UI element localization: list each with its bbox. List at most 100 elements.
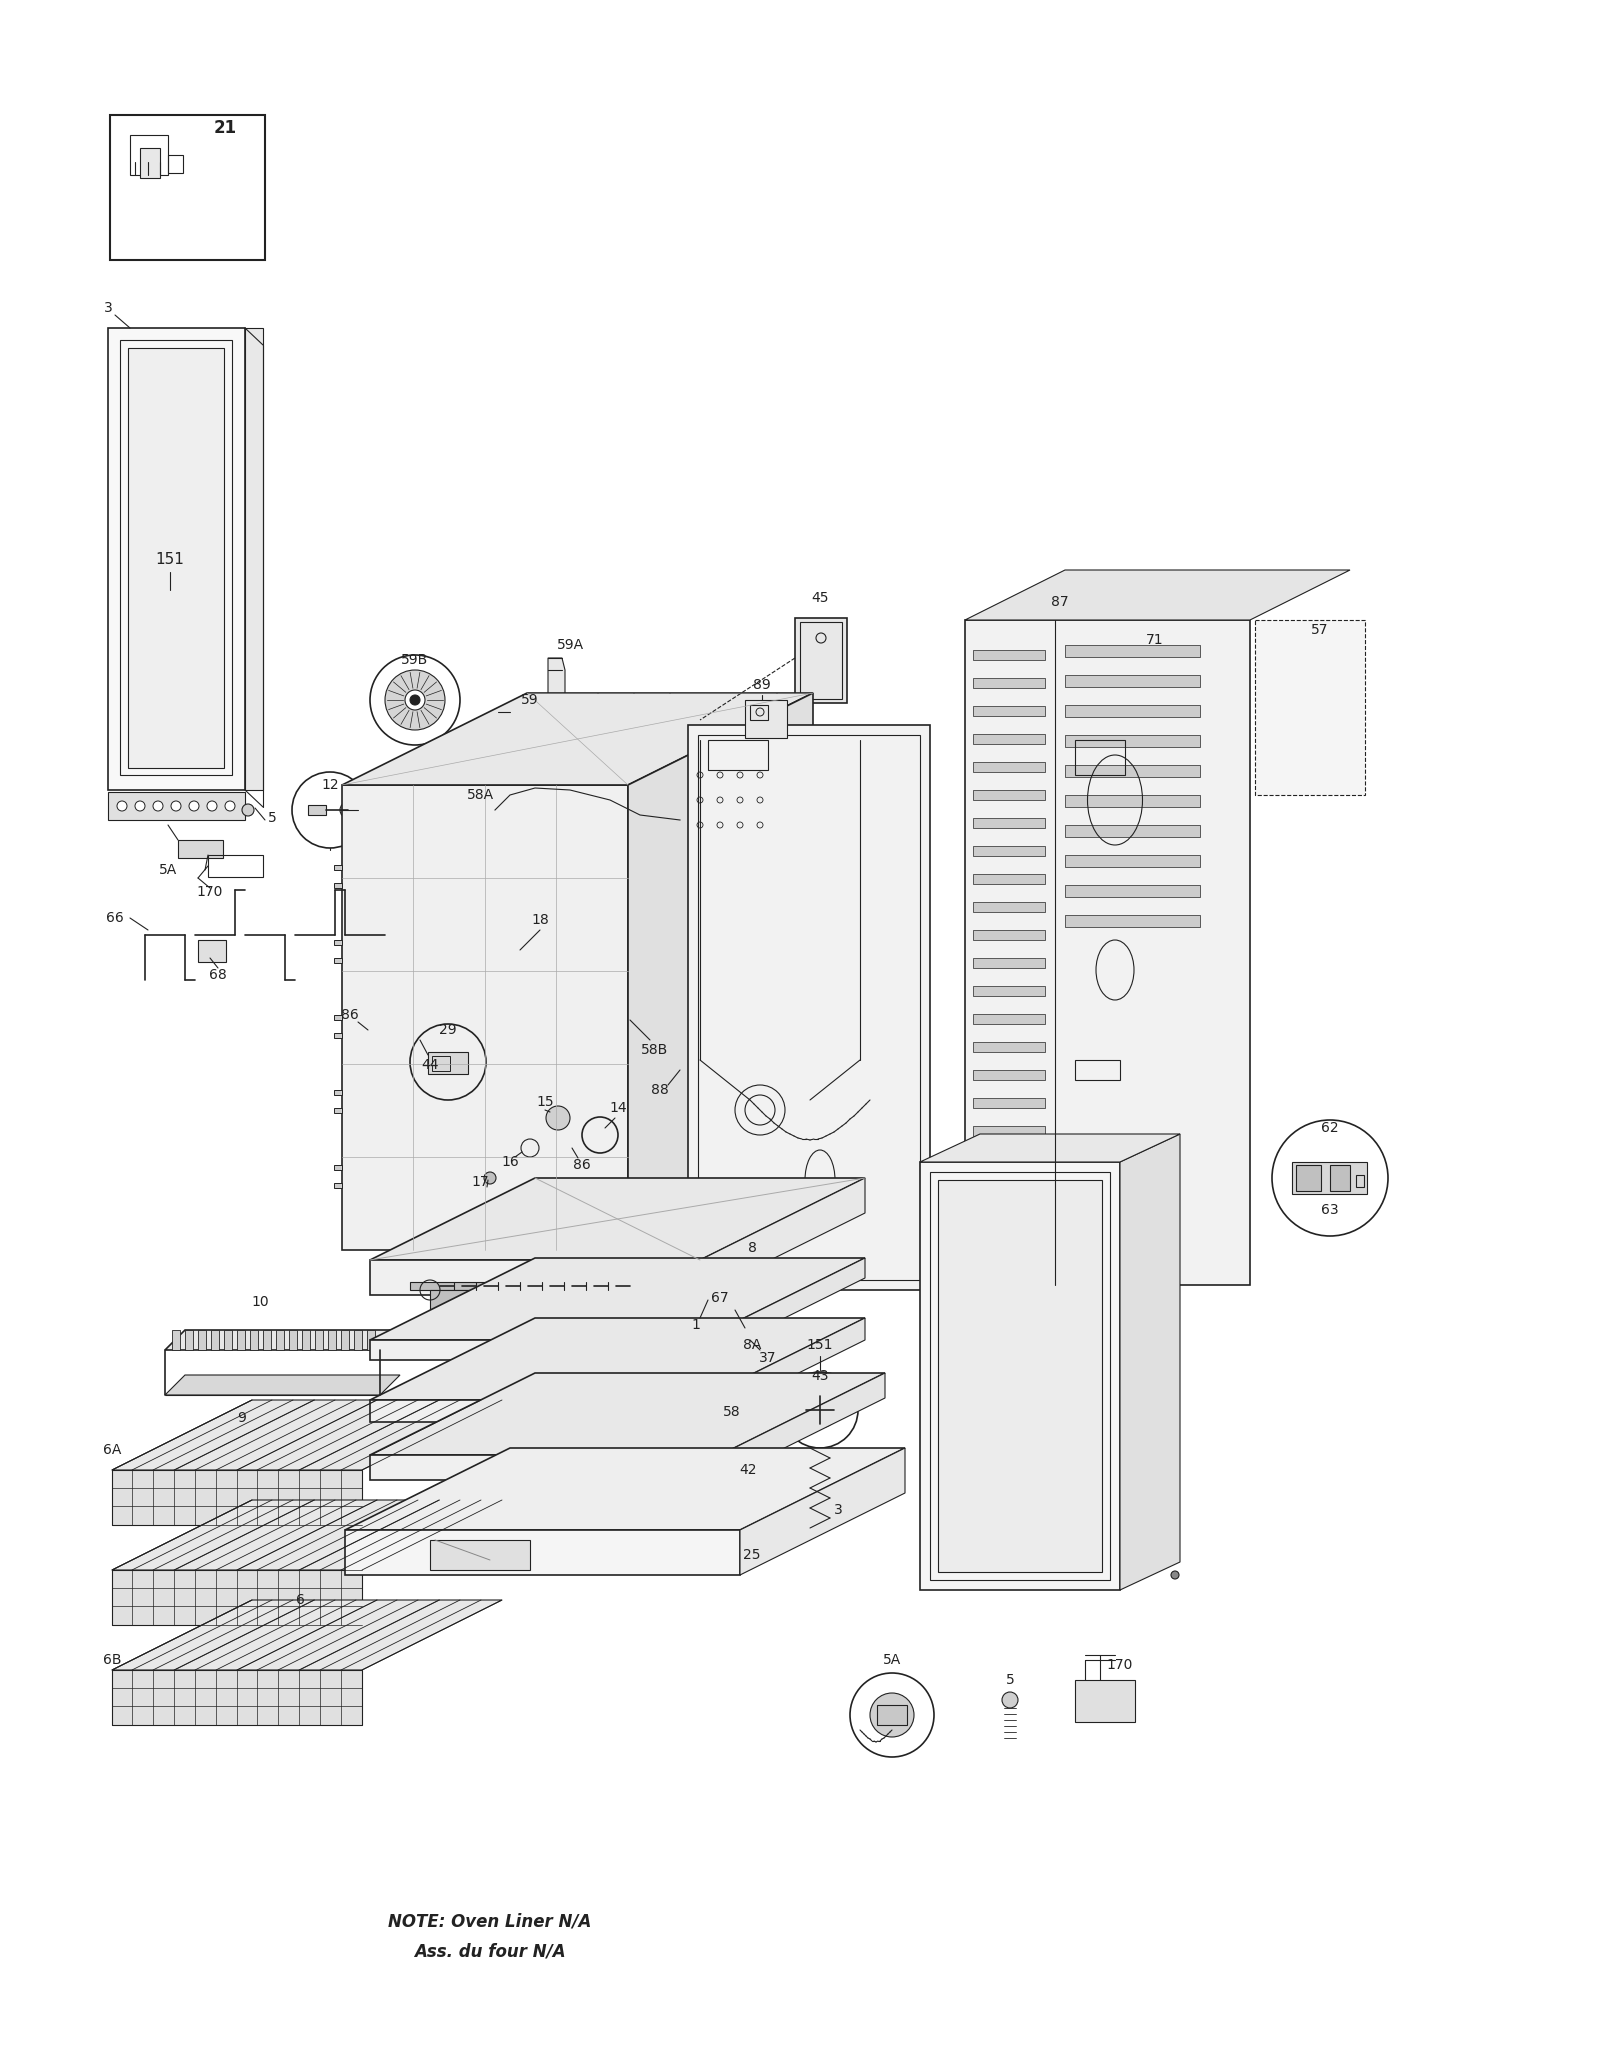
Polygon shape [701,1178,866,1296]
Text: 86: 86 [573,1157,590,1172]
Bar [1066,826,1200,836]
Bar [973,679,1045,687]
Polygon shape [290,1331,298,1350]
Text: 62: 62 [1322,1122,1339,1134]
Bar [430,1290,640,1310]
Bar [973,1153,1045,1163]
Text: 15: 15 [536,1095,554,1110]
Bar [1254,621,1365,795]
Bar [979,1244,1059,1265]
Text: 9: 9 [237,1412,246,1424]
Text: 88: 88 [651,1083,669,1097]
Polygon shape [112,1600,502,1670]
Bar [141,147,160,178]
Polygon shape [370,1178,866,1261]
Polygon shape [165,1374,400,1395]
Text: 67: 67 [710,1292,730,1304]
Polygon shape [739,1449,906,1575]
Text: 21: 21 [213,118,237,137]
Bar [877,1706,907,1724]
Polygon shape [366,1331,374,1350]
Polygon shape [498,712,520,799]
Polygon shape [224,1331,232,1350]
Text: 6B: 6B [102,1654,122,1666]
Bar [198,940,226,963]
Text: 3: 3 [104,300,112,315]
Text: 5: 5 [1006,1673,1014,1687]
Text: 25: 25 [744,1548,760,1563]
Polygon shape [920,1134,1181,1161]
Bar [334,1091,342,1095]
Bar [120,339,232,774]
Polygon shape [112,1399,502,1470]
Circle shape [206,801,218,811]
Bar [1066,766,1200,776]
Polygon shape [370,1372,885,1455]
Text: 3: 3 [834,1503,842,1517]
Circle shape [242,803,254,816]
Polygon shape [112,1501,502,1569]
Circle shape [405,689,426,710]
Bar [973,1097,1045,1107]
Bar [334,865,342,869]
Bar [168,155,182,174]
Text: 5: 5 [267,811,277,826]
Circle shape [226,801,235,811]
Polygon shape [1120,1134,1181,1590]
Text: 45: 45 [811,592,829,604]
Bar [973,874,1045,884]
Circle shape [117,801,126,811]
Text: 6A: 6A [102,1443,122,1457]
Bar [973,985,1045,996]
Bar [334,1014,342,1021]
Text: 37: 37 [760,1352,776,1364]
Text: 170: 170 [197,886,222,898]
Circle shape [410,696,419,706]
Bar [334,958,342,963]
Bar [429,1052,467,1074]
Bar [307,805,326,816]
Polygon shape [315,1331,323,1350]
Polygon shape [112,1470,362,1526]
Bar [973,1070,1045,1081]
Text: 170: 170 [1107,1658,1133,1673]
Bar [334,884,342,888]
Text: 59B: 59B [402,652,429,667]
Text: 29: 29 [438,1023,458,1037]
Polygon shape [341,1331,349,1350]
Bar [1075,1060,1120,1081]
Circle shape [154,801,163,811]
Text: 42: 42 [739,1463,757,1478]
Bar [110,116,266,261]
Bar [1066,915,1200,927]
Text: 151: 151 [806,1337,834,1352]
Polygon shape [277,1331,285,1350]
Text: 57: 57 [1312,623,1328,638]
Text: 151: 151 [155,553,184,567]
Text: 68: 68 [210,969,227,981]
Bar [1066,855,1200,867]
Bar [746,700,787,739]
Polygon shape [342,693,813,785]
Polygon shape [701,1319,866,1422]
Polygon shape [346,1449,906,1530]
Polygon shape [370,1455,720,1480]
Text: NOTE: Oven Liner N/A: NOTE: Oven Liner N/A [389,1913,592,1931]
Polygon shape [112,1569,362,1625]
Text: 17: 17 [470,1176,490,1188]
Polygon shape [370,1259,866,1339]
Polygon shape [701,1259,866,1360]
Bar [698,735,920,1279]
Polygon shape [302,1331,310,1350]
Text: 59: 59 [522,693,539,708]
Polygon shape [237,1331,245,1350]
Bar [800,621,842,700]
Bar [920,1161,1120,1590]
Bar [1293,1161,1366,1194]
Bar [707,739,768,770]
Text: Ass. du four N/A: Ass. du four N/A [414,1944,566,1960]
Bar [973,1182,1045,1192]
Text: 71: 71 [1146,633,1163,648]
Bar [973,1211,1045,1219]
Text: 16: 16 [501,1155,518,1170]
